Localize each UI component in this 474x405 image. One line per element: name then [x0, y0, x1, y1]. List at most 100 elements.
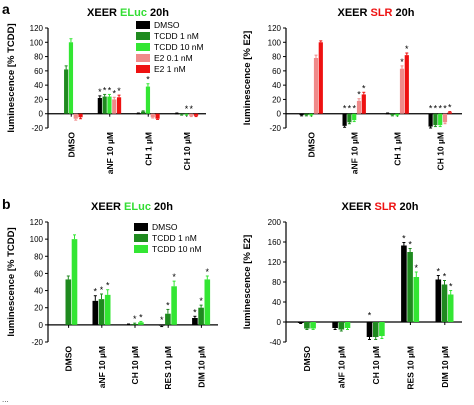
bar — [73, 113, 78, 119]
bar — [407, 252, 413, 322]
bar — [158, 324, 165, 326]
significance-star: * — [206, 267, 210, 277]
bar — [198, 307, 204, 325]
title-suffix: 20h — [393, 7, 415, 19]
significance-star: * — [172, 272, 176, 282]
bar — [404, 55, 409, 114]
bar — [361, 94, 366, 114]
legend-label: TCDD 1 nM — [154, 31, 199, 41]
significance-star: * — [348, 103, 352, 113]
y-tick-label: -20 — [31, 338, 43, 347]
y-tick-label: 100 — [30, 38, 44, 47]
x-tick-label: CH 10 µM — [371, 346, 381, 384]
bar — [64, 69, 69, 114]
bar — [304, 113, 309, 116]
y-tick-label: 120 — [30, 24, 44, 33]
significance-star: * — [103, 85, 107, 95]
bar — [304, 322, 310, 329]
legend-swatch — [136, 43, 150, 51]
legend-label: TCDD 10 nM — [152, 244, 202, 254]
chart-title: XEER SLR 20h — [337, 7, 414, 19]
y-tick-label: -20 — [269, 124, 281, 133]
significance-star: * — [199, 296, 203, 306]
bar — [68, 42, 74, 114]
significance-star: * — [189, 104, 193, 114]
y-axis-label: luminescence [% TCDD] — [6, 23, 17, 132]
x-tick-label: CH 10 µM — [130, 346, 140, 384]
legend-swatch — [134, 234, 148, 242]
bar — [310, 322, 316, 329]
significance-star: * — [352, 103, 356, 113]
y-tick-label: 100 — [30, 235, 44, 244]
chart-title: XEER ELuc 20h — [87, 7, 169, 19]
title-prefix: XEER — [87, 7, 120, 19]
x-tick-label: aNF 10 µM — [337, 346, 347, 388]
bar — [390, 113, 395, 116]
significance-star: * — [94, 287, 98, 297]
x-tick-label: DMSO — [307, 132, 317, 158]
significance-star: * — [343, 103, 347, 113]
legend-swatch — [134, 245, 148, 253]
x-tick-label: aNF 10 µM — [97, 346, 107, 388]
legend-swatch — [136, 54, 150, 62]
significance-star: * — [402, 234, 406, 244]
title-prefix: XEER — [337, 7, 370, 19]
bar — [65, 279, 72, 325]
bar — [344, 322, 351, 328]
bar — [318, 42, 323, 114]
bar — [204, 279, 211, 325]
legend-label: E2 0.1 nM — [154, 53, 193, 63]
y-axis-label: luminescence [% TCDD] — [6, 227, 17, 336]
y-tick-label: 120 — [30, 218, 44, 227]
significance-star: * — [100, 285, 104, 295]
y-tick-label: 20 — [34, 304, 43, 313]
significance-star: * — [117, 86, 121, 96]
bar — [413, 277, 420, 322]
significance-star: * — [415, 263, 419, 273]
bar — [332, 322, 338, 328]
bar — [131, 324, 138, 325]
bar — [155, 113, 160, 119]
chart-slr-b: XEER SLR 20h luminescence [% E2] -40 0 40 80 1… — [242, 201, 462, 390]
bar — [399, 68, 405, 114]
chart-eluc-a: XEER ELuc 20h luminescence [% TCDD] -20 0 20… — [6, 7, 206, 174]
bar — [438, 113, 443, 126]
x-tick-label: aNF 10 µM — [105, 132, 115, 174]
bar — [347, 113, 352, 123]
legend-label: DMSO — [152, 222, 178, 232]
bar — [297, 322, 304, 323]
bar — [193, 113, 199, 116]
bar — [145, 86, 151, 114]
title-suffix: 20h — [147, 7, 169, 19]
significance-star: * — [429, 103, 433, 113]
y-tick-label: 120 — [268, 24, 282, 33]
bar — [165, 313, 171, 325]
y-tick-label: 80 — [272, 53, 281, 62]
bar — [442, 113, 448, 123]
title-highlight: SLR — [371, 7, 393, 19]
significance-star: * — [112, 88, 116, 98]
figure-caption-fragment: ... — [2, 395, 9, 404]
bar — [433, 113, 438, 126]
y-tick-label: 40 — [34, 287, 43, 296]
x-tick-label: DIM 10 µM — [440, 346, 450, 388]
chart-title: XEER SLR 20h — [341, 201, 418, 213]
bar — [401, 245, 407, 322]
significance-star: * — [357, 90, 361, 100]
y-tick-label: 40 — [272, 298, 281, 307]
bar — [385, 113, 390, 115]
y-tick-label: 60 — [34, 269, 43, 278]
panel-letter-a: a — [2, 1, 10, 17]
legend-swatch — [136, 65, 150, 73]
x-tick-label: CH 10 µM — [436, 132, 446, 170]
y-tick-label: 40 — [34, 81, 43, 90]
significance-star: * — [106, 281, 110, 291]
chart-eluc-b: XEER ELuc 20h luminescence [% TCDD] -20 0 20… — [6, 201, 218, 390]
bar — [92, 300, 99, 325]
significance-star: * — [193, 307, 197, 317]
bar — [447, 294, 454, 322]
y-tick-label: 60 — [34, 67, 43, 76]
bar — [184, 113, 189, 115]
bar — [372, 322, 379, 337]
